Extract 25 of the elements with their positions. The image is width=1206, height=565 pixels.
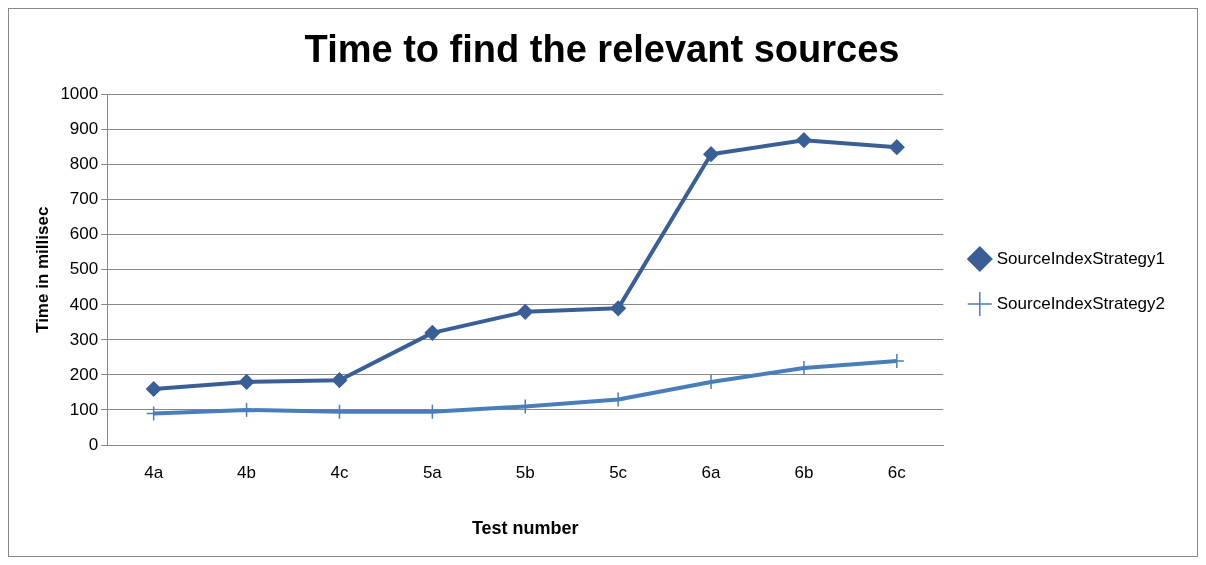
y-tick-label: 300	[69, 329, 99, 349]
y-axis-title: Time in millisec	[32, 206, 52, 333]
x-tick-label: 5b	[515, 462, 535, 482]
y-tick-label: 1000	[60, 84, 99, 104]
y-tick-label: 0	[88, 434, 99, 454]
x-tick-label: 4a	[144, 462, 164, 482]
y-tick-label: 900	[69, 119, 99, 139]
y-tick-label: 800	[69, 154, 99, 174]
y-tick-label: 600	[69, 224, 99, 244]
y-tick-label: 200	[69, 364, 99, 384]
y-tick-label: 100	[69, 399, 99, 419]
legend-label: SourceIndexStrategy2	[996, 293, 1165, 313]
x-tick-label: 5c	[609, 462, 628, 482]
x-tick-label: 6c	[887, 462, 907, 482]
x-tick-label: 6a	[701, 462, 722, 482]
legend-label: SourceIndexStrategy1	[996, 248, 1165, 268]
x-tick-label: 5a	[422, 462, 443, 482]
y-tick-label: 700	[69, 189, 99, 209]
x-tick-label: 4c	[330, 462, 349, 482]
x-tick-label: 6b	[794, 462, 814, 482]
x-axis-title: Test number	[471, 518, 579, 539]
y-tick-label: 400	[69, 294, 99, 314]
chart-title: Time to find the relevant sources	[304, 28, 900, 71]
y-tick-label: 500	[69, 259, 99, 279]
x-tick-label: 4b	[237, 462, 257, 482]
